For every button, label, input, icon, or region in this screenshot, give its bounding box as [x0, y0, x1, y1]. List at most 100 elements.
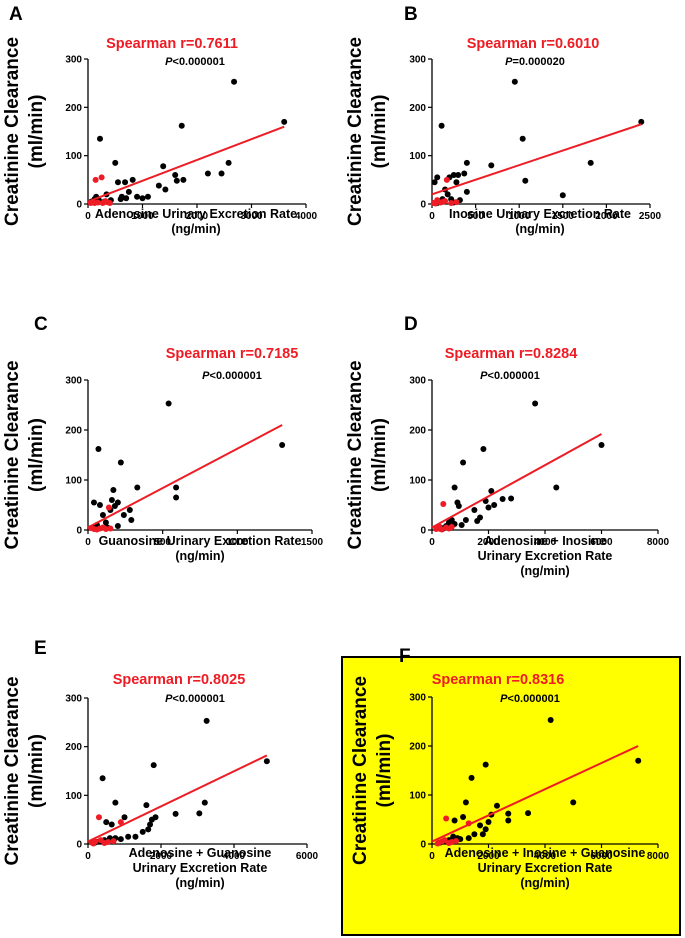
black-data-point [463, 159, 470, 166]
black-data-point [117, 459, 124, 466]
p-value-number: <0.000001 [508, 693, 560, 705]
black-data-point [598, 442, 605, 448]
red-data-point [442, 198, 449, 205]
red-data-point [440, 501, 447, 507]
y-tick-label: 0 [420, 526, 426, 537]
black-data-point [144, 193, 151, 200]
spearman-stat: Spearman r=0.7611 [106, 36, 238, 52]
black-data-point [505, 817, 512, 824]
red-data-point [117, 819, 124, 826]
y-tick-label: 100 [65, 791, 82, 802]
black-data-point [139, 828, 146, 835]
regression-line [87, 424, 283, 529]
y-tick-label: 0 [420, 840, 426, 851]
black-data-point [145, 826, 152, 833]
black-data-point [451, 817, 458, 824]
p-value: P<0.000001 [165, 693, 225, 705]
black-data-point [150, 762, 157, 769]
panel-C: C Creatinine Clearance (ml/min) 0 100 200 300 0… [2, 314, 324, 563]
y-axis-label: (ml/min) [26, 95, 47, 169]
y-tick-label: 200 [65, 426, 82, 437]
spearman-stat: Spearman r=0.6010 [467, 36, 600, 52]
y-tick-label: 0 [76, 840, 82, 851]
black-data-point [203, 717, 210, 724]
p-symbol: P [202, 370, 210, 382]
x-tick-label: 500 [467, 211, 484, 222]
black-data-point [103, 819, 110, 826]
black-data-point [488, 162, 495, 169]
black-data-point [102, 519, 109, 526]
black-data-point [485, 504, 492, 511]
x-axis-label: (ng/min) [520, 564, 569, 578]
x-tick-label: 0 [85, 537, 91, 548]
black-data-point [95, 446, 102, 452]
black-data-point [499, 496, 506, 502]
y-tick-label: 200 [409, 103, 426, 114]
p-symbol: P [165, 693, 173, 705]
x-axis-label: Urinary Excretion Rate [133, 861, 268, 875]
y-tick-label: 200 [409, 426, 426, 437]
y-tick-label: 200 [409, 742, 426, 753]
black-data-point [117, 196, 124, 203]
y-tick-label: 300 [65, 376, 82, 387]
x-tick-label: 4000 [223, 851, 246, 862]
y-axis-label: (ml/min) [26, 418, 47, 492]
x-axis-label: Guanosine Urinary Excretion Rate [99, 534, 302, 548]
black-data-point [471, 831, 478, 838]
black-data-point [111, 503, 118, 509]
x-axis-label: (ng/min) [171, 222, 220, 236]
black-data-point [114, 523, 121, 529]
black-data-point [635, 757, 642, 764]
black-data-point [120, 512, 127, 518]
black-data-point [485, 818, 492, 825]
red-data-point [441, 837, 448, 844]
black-data-point [451, 484, 458, 491]
black-data-point [143, 802, 150, 809]
black-data-point [173, 484, 180, 491]
black-data-point [450, 172, 457, 178]
black-data-point [231, 78, 238, 85]
x-tick-label: 3000 [240, 211, 263, 222]
black-data-point [479, 831, 486, 838]
y-tick-label: 100 [409, 151, 426, 162]
black-data-point [180, 176, 187, 183]
black-data-point [108, 821, 115, 828]
black-data-point [225, 159, 232, 166]
black-data-point [461, 170, 468, 177]
black-data-point [465, 835, 472, 842]
x-axis-label: Adenosine + Guanosine [129, 846, 272, 860]
panel-letter: B [404, 4, 418, 25]
black-data-point [132, 833, 139, 840]
y-axis-label: Creatinine Clearance [2, 676, 23, 865]
x-tick-label: 2000 [186, 211, 209, 222]
red-data-point [432, 200, 439, 207]
black-data-point [122, 179, 129, 186]
black-data-point [125, 833, 132, 840]
panel-letter: C [34, 314, 48, 335]
red-data-point [453, 838, 460, 845]
red-data-point [91, 200, 98, 207]
black-data-point [553, 484, 560, 491]
red-data-point [434, 840, 441, 847]
black-data-point [525, 810, 532, 817]
x-tick-label: 1000 [131, 211, 154, 222]
red-data-point [443, 815, 450, 822]
black-data-point [532, 400, 539, 407]
p-value: P=0.000020 [505, 56, 565, 68]
black-data-point [445, 519, 452, 526]
x-tick-label: 4000 [534, 537, 557, 548]
black-data-point [279, 442, 286, 448]
red-data-point [93, 526, 100, 533]
panel-letter: E [34, 638, 47, 659]
p-value-number: <0.000001 [173, 693, 225, 705]
y-tick-label: 0 [76, 200, 82, 211]
black-data-point [96, 135, 103, 142]
black-data-point [491, 502, 498, 508]
red-data-point [433, 526, 440, 532]
x-tick-label: 500 [154, 537, 171, 548]
y-tick-label: 300 [409, 376, 426, 387]
y-tick-label: 300 [409, 55, 426, 66]
y-axis-label: Creatinine Clearance [345, 360, 366, 549]
black-data-point [511, 78, 518, 85]
